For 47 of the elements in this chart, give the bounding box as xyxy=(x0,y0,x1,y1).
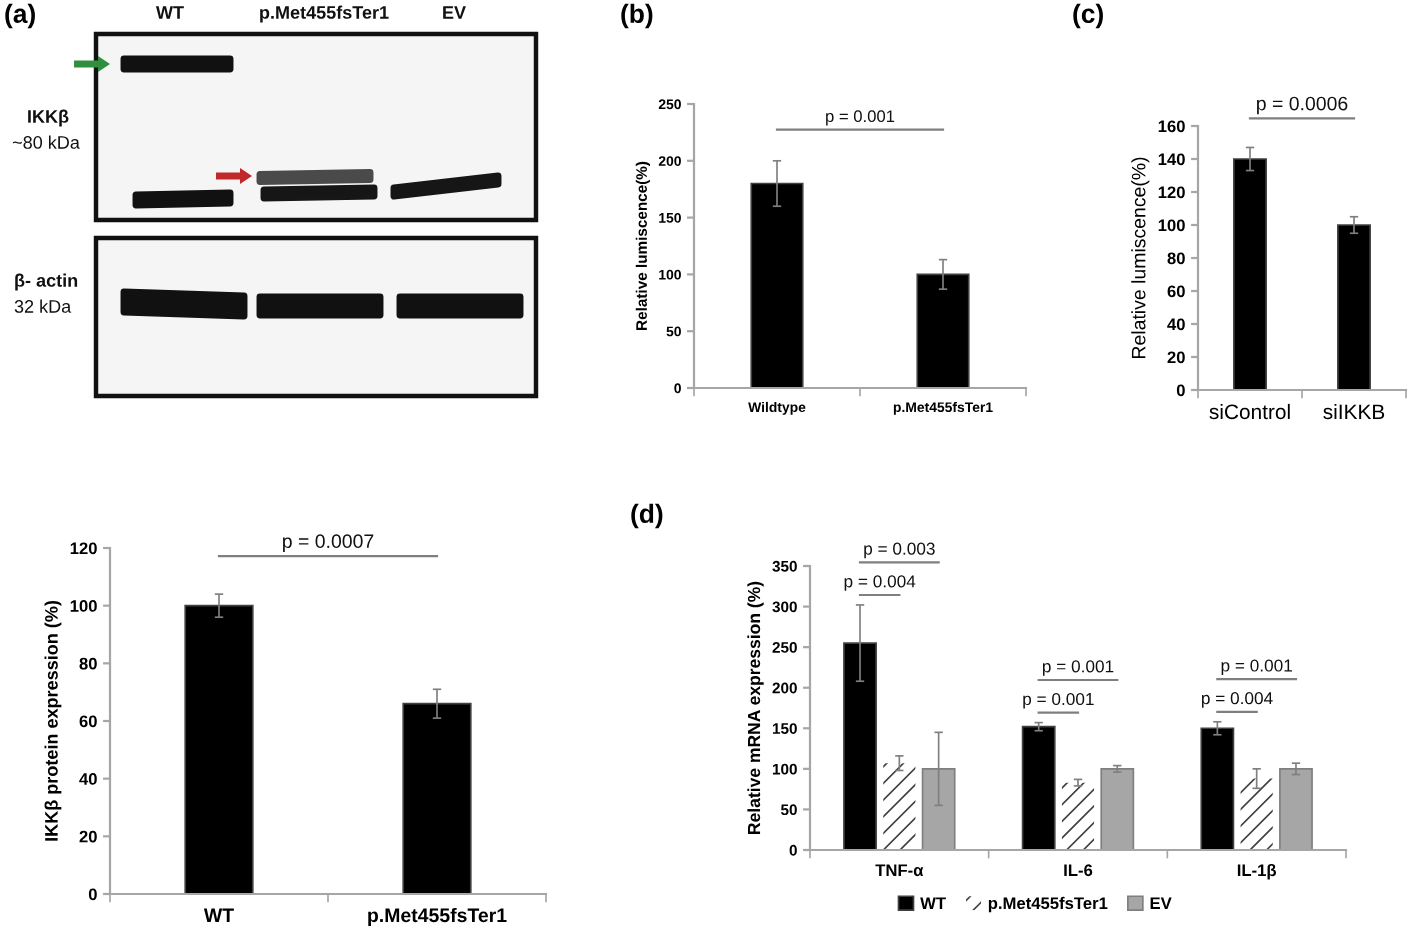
text: p = 0.003 xyxy=(864,542,935,559)
chart-title: (b) xyxy=(621,3,653,29)
annotation: p = 0.004 xyxy=(844,575,916,591)
x-tick-label: siControl xyxy=(1209,403,1290,420)
y-tick-label: 100 xyxy=(70,600,97,612)
y-axis-title: IKKβ protein expression (%) xyxy=(44,601,62,841)
annotation: p = 0.001 xyxy=(1221,659,1292,676)
x-tick-label: TNF-α xyxy=(875,864,924,877)
text: IKKβ xyxy=(28,109,69,127)
text: β- actin xyxy=(15,273,78,291)
y-tick-label: 60 xyxy=(79,715,97,728)
y-axis-title: Relative mRNA expression (%) xyxy=(747,581,764,834)
text: ~80 kDa xyxy=(12,135,80,149)
y-tick-label: 60 xyxy=(1167,285,1185,298)
text: (a) xyxy=(5,3,35,29)
text: EV xyxy=(443,6,466,19)
legend-label: WT xyxy=(920,897,946,909)
y-tick-label: 20 xyxy=(79,830,97,843)
x-tick-label: IL-6 xyxy=(1064,864,1093,877)
y-tick-label: 0 xyxy=(1176,384,1185,397)
y-tick-label: 0 xyxy=(88,888,97,901)
annotation: p = 0.001 xyxy=(1023,692,1094,709)
text: p = 0.0006 xyxy=(1257,96,1348,115)
legend-label: p.Met455fsTer1 xyxy=(988,896,1108,913)
annotation: p = 0.0007 xyxy=(283,534,374,552)
annotation: p = 0.001 xyxy=(1042,660,1114,676)
text: 32 kDa xyxy=(14,299,72,313)
y-axis-title: Relative lumiscence(%) xyxy=(1131,157,1150,358)
x-tick-label: IL-1β xyxy=(1237,863,1277,880)
y-tick-label: 80 xyxy=(79,657,97,670)
x-tick-label: siIKKB xyxy=(1323,403,1385,420)
text: WT xyxy=(155,6,184,19)
y-tick-label: 40 xyxy=(1167,318,1185,331)
y-tick-label: 40 xyxy=(79,773,97,785)
annotation: p = 0.004 xyxy=(1201,692,1273,708)
annotation: p = 0.001 xyxy=(826,110,895,126)
legend-label: EV xyxy=(1150,897,1172,909)
chart-title: (d) xyxy=(631,503,663,529)
y-tick-label: 160 xyxy=(1158,120,1185,133)
y-tick-label: 100 xyxy=(1158,219,1185,232)
text: p.Met455fsTer1 xyxy=(260,5,389,23)
y-tick-label: 140 xyxy=(1158,153,1185,166)
y-tick-label: 80 xyxy=(1167,252,1185,265)
chart-title: (c) xyxy=(1073,3,1103,29)
y-tick-label: 120 xyxy=(70,542,97,555)
y-tick-label: 20 xyxy=(1167,351,1185,364)
y-tick-label: 120 xyxy=(1158,186,1185,199)
